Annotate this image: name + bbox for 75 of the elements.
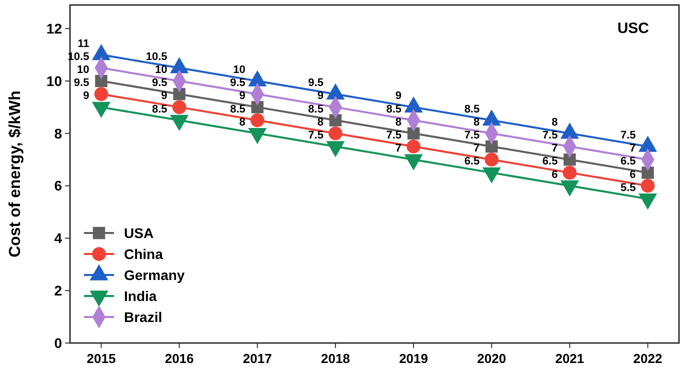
data-label: 6.5 xyxy=(542,156,558,168)
x-tick-label: 2016 xyxy=(164,351,194,366)
point xyxy=(640,178,655,193)
data-label: 9 xyxy=(239,90,246,102)
data-label: 8.5 xyxy=(386,103,402,116)
data-label: 5.5 xyxy=(620,182,636,194)
point xyxy=(562,166,577,180)
data-label: 8 xyxy=(473,116,480,128)
data-label: 6 xyxy=(552,168,558,181)
legend-label: Germany xyxy=(124,266,185,283)
y-tick-label: 4 xyxy=(54,230,62,246)
data-label: 6.5 xyxy=(620,156,636,168)
x-tick-label: 2020 xyxy=(477,351,506,366)
x-tick-label: 2017 xyxy=(242,351,272,366)
point xyxy=(95,74,108,88)
y-tick-label: 12 xyxy=(46,20,62,36)
data-label: 8.5 xyxy=(308,103,324,116)
y-tick-label: 2 xyxy=(54,282,62,298)
point xyxy=(328,126,342,140)
legend-label: Brazil xyxy=(124,308,162,325)
data-label: 8.5 xyxy=(464,103,480,116)
point xyxy=(406,140,420,154)
data-label: 8 xyxy=(317,116,324,128)
data-label: 7 xyxy=(552,142,558,155)
x-tick-label: 2018 xyxy=(321,351,350,366)
legend-label: India xyxy=(124,288,157,304)
point xyxy=(250,113,264,128)
data-label: 8 xyxy=(552,116,558,128)
data-label: 9 xyxy=(395,90,402,102)
text: USC xyxy=(617,20,650,37)
data-label: 10 xyxy=(155,64,168,76)
data-label: 6.5 xyxy=(464,156,480,168)
data-label: 9.5 xyxy=(152,77,168,90)
data-label: 8 xyxy=(395,116,402,128)
legend-label: USA xyxy=(124,224,154,241)
x-tick-label: 2019 xyxy=(399,351,428,366)
data-label: 7.5 xyxy=(308,129,324,142)
data-label: 9.5 xyxy=(230,77,246,90)
data-label: 6 xyxy=(630,168,636,181)
point xyxy=(484,152,499,166)
point xyxy=(94,87,108,101)
data-label: 9 xyxy=(83,90,90,102)
data-label: 7.5 xyxy=(620,129,636,142)
data-label: 8.5 xyxy=(152,103,168,116)
y-tick-label: 0 xyxy=(54,334,62,351)
data-label: 9.5 xyxy=(74,77,90,90)
data-label: 10 xyxy=(76,64,90,76)
point xyxy=(564,153,576,166)
point xyxy=(642,166,654,179)
data-label: 9.5 xyxy=(308,77,324,90)
data-label: 7 xyxy=(473,142,480,155)
data-label: 7.5 xyxy=(542,129,558,142)
y-tick-label: 6 xyxy=(54,178,62,194)
x-tick-label: 2015 xyxy=(86,351,116,366)
data-label: 8 xyxy=(239,116,246,128)
data-label: 8.5 xyxy=(230,103,246,116)
legend-label: China xyxy=(124,246,164,262)
data-label: 7.5 xyxy=(386,129,402,142)
x-tick-label: 2021 xyxy=(555,351,584,366)
data-label: 9 xyxy=(161,90,168,102)
data-label: 7 xyxy=(395,142,402,155)
data-label: 10 xyxy=(233,64,246,76)
point xyxy=(172,100,186,114)
data-label: 7.5 xyxy=(464,129,480,142)
point xyxy=(329,114,342,126)
data-label: 10.5 xyxy=(146,50,168,63)
point xyxy=(251,101,264,114)
x-tick-label: 2022 xyxy=(633,351,662,366)
y-tick-label: 10 xyxy=(46,72,62,89)
y-axis-title: Cost of energy, $/kWh xyxy=(7,90,24,258)
y-tick-label: 8 xyxy=(54,125,62,142)
data-label: 11 xyxy=(78,38,90,50)
data-label: 7 xyxy=(630,142,636,155)
point xyxy=(173,88,186,100)
data-label: 9 xyxy=(317,90,324,102)
